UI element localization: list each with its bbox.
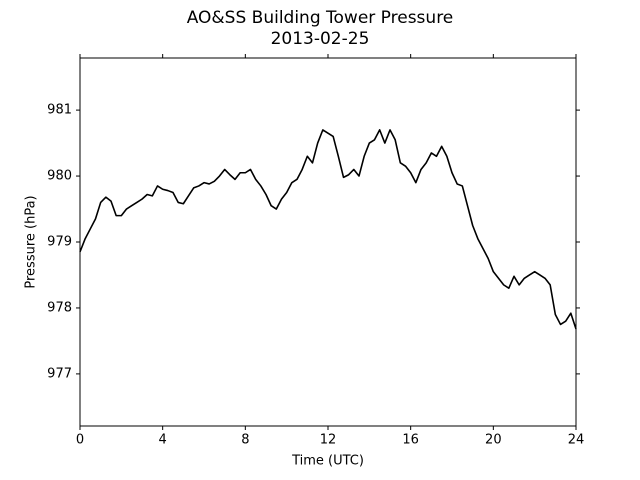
x-tick-label: 16: [402, 433, 419, 448]
y-axis-label: Pressure (hPa): [24, 195, 39, 288]
x-axis-label: Time (UTC): [291, 454, 364, 469]
y-tick-label: 979: [47, 235, 72, 250]
x-tick-label: 0: [76, 433, 84, 448]
y-tick-label: 981: [47, 103, 72, 118]
x-tick-label: 24: [568, 433, 585, 448]
y-tick-label: 980: [47, 169, 72, 184]
plot-frame: [79, 57, 577, 427]
pressure-line: [79, 129, 577, 330]
x-tick-label: 20: [485, 433, 502, 448]
y-tick-label: 977: [47, 366, 72, 381]
chart-title: AO&SS Building Tower Pressure: [187, 8, 454, 28]
y-tick-label: 978: [47, 300, 72, 315]
x-tick-label: 8: [241, 433, 249, 448]
x-tick-label: 12: [320, 433, 337, 448]
x-tick-label: 4: [159, 433, 167, 448]
chart-subtitle: 2013-02-25: [271, 29, 370, 49]
